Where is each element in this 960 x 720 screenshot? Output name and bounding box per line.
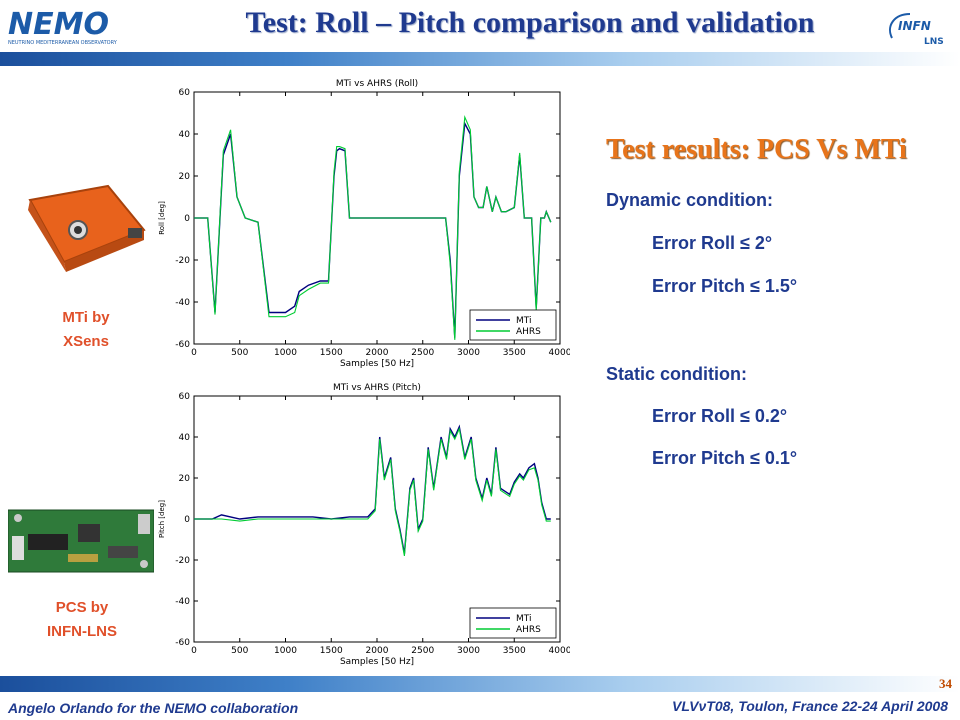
y-tick-label: 60 (179, 392, 191, 402)
pcs-caption-line1: PCS by (55, 599, 109, 616)
x-tick-label: 500 (231, 646, 248, 656)
header-bar (0, 52, 960, 66)
y-tick-label: -60 (175, 638, 190, 648)
y-tick-label: 20 (179, 172, 191, 182)
nemo-logo-subtext: NEUTRINO MEDITERRANEAN OBSERVATORY (8, 40, 118, 46)
y-tick-label: -20 (175, 256, 190, 266)
nemo-logo-graphic: NEMO NEUTRINO MEDITERRANEAN OBSERVATORY (8, 7, 118, 46)
plot-frame (193, 395, 561, 643)
mti-caption: MTi by XSens (26, 306, 146, 354)
lns-logo-text: LNS (924, 37, 944, 47)
static-pitch-error: Error Pitch ≤ 0.1° (652, 448, 798, 468)
series-line-ahrs (194, 115, 552, 340)
x-tick-label: 1500 (320, 348, 343, 358)
infn-logo-graphic: INFN LNS (889, 13, 944, 47)
y-tick-label: 40 (179, 433, 191, 443)
x-tick-label: 4000 (549, 646, 570, 656)
mti-device-image (16, 180, 148, 280)
pitch-chart-svg: MTi vs AHRS (Pitch) 0 500 1000 1500 2000 2500 3… (158, 383, 572, 667)
nemo-logo: NEMO NEUTRINO MEDITERRANEAN OBSERVATORY (6, 6, 156, 48)
static-condition-label: Static condition: (606, 364, 747, 384)
chart-title: MTi vs AHRS (Pitch) (333, 383, 421, 393)
x-tick-label: 500 (231, 348, 248, 358)
y-tick-label: -40 (175, 597, 190, 607)
pitch-chart: MTi vs AHRS (Pitch) 0 500 1000 1500 2000 2500 3… (150, 376, 572, 670)
y-tick-label: 0 (184, 214, 190, 224)
legend-box (469, 607, 557, 639)
roll-chart: MTi vs AHRS (Roll) 0 500 1000 1500 2000 2500 30… (150, 72, 572, 372)
x-tick-label: 2500 (411, 646, 434, 656)
pcs-caption: PCS by INFN-LNS (22, 596, 142, 644)
y-tick-label: -60 (175, 340, 190, 350)
footer-author: Angelo Orlando for the NEMO collaboratio… (8, 700, 299, 716)
infn-logo-text: INFN (898, 19, 931, 33)
chart-title: MTi vs AHRS (Roll) (336, 79, 418, 89)
y-tick-label: -20 (175, 556, 190, 566)
legend-label-mti: MTi (516, 614, 532, 624)
page-title: Test: Roll – Pitch comparison and valida… (245, 6, 815, 39)
x-tick-label: 2000 (366, 646, 389, 656)
legend-label-ahrs: AHRS (516, 625, 541, 635)
dynamic-pitch-error: Error Pitch ≤ 1.5° (652, 276, 798, 296)
y-tick-label: -40 (175, 298, 190, 308)
pcs-caption-line2: INFN-LNS (47, 623, 117, 640)
infn-logo: INFN LNS (884, 8, 954, 48)
legend-label-ahrs: AHRS (516, 327, 541, 337)
x-axis-label: Samples [50 Hz] (340, 657, 414, 667)
results-title: Test results: PCS Vs MTi (606, 134, 907, 165)
dynamic-condition-label: Dynamic condition: (606, 190, 774, 210)
x-tick-label: 0 (191, 348, 197, 358)
x-tick-label: 2000 (366, 348, 389, 358)
footer-bar (0, 676, 960, 692)
x-tick-label: 2500 (411, 348, 434, 358)
y-tick-label: 40 (179, 130, 191, 140)
x-tick-label: 3500 (503, 646, 526, 656)
y-axis-label: Roll [deg] (158, 201, 166, 235)
roll-chart-svg: MTi vs AHRS (Roll) 0 500 1000 1500 2000 2500 30… (158, 79, 572, 369)
mti-caption-line1: MTi by (62, 309, 110, 326)
nemo-logo-text: NEMO (8, 7, 109, 42)
y-tick-label: 0 (184, 515, 190, 525)
x-axis-label: Samples [50 Hz] (340, 359, 414, 369)
page-number: 34 (939, 676, 952, 691)
x-tick-label: 1000 (274, 348, 297, 358)
y-axis-label: Pitch [deg] (158, 500, 166, 538)
x-tick-label: 1000 (274, 646, 297, 656)
series-line-ahrs (194, 426, 551, 556)
footer-conference: VLVνT08, Toulon, France 22-24 April 2008 (672, 698, 948, 714)
mti-caption-line2: XSens (63, 333, 109, 350)
y-tick-label: 20 (179, 474, 191, 484)
static-roll-error: Error Roll ≤ 0.2° (652, 406, 788, 426)
pcs-board-image (7, 506, 155, 576)
legend-box (469, 309, 557, 341)
x-tick-label: 3000 (457, 348, 480, 358)
dynamic-roll-error: Error Roll ≤ 2° (652, 233, 773, 253)
x-tick-label: 4000 (549, 348, 570, 358)
legend-label-mti: MTi (516, 316, 532, 326)
x-tick-label: 1500 (320, 646, 343, 656)
y-tick-label: 60 (179, 88, 191, 98)
x-tick-label: 0 (191, 646, 197, 656)
x-tick-label: 3500 (503, 348, 526, 358)
x-tick-label: 3000 (457, 646, 480, 656)
